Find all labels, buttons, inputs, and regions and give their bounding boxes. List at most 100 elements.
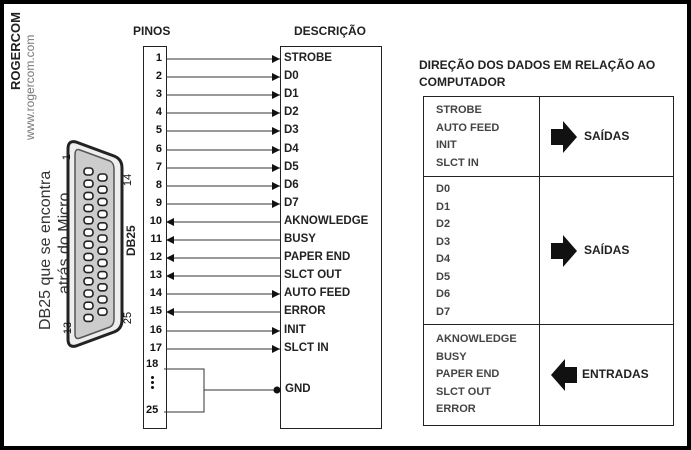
arrow-right-icon — [166, 181, 280, 190]
direction-signal: BUSY — [436, 350, 467, 363]
direction-signal: D4 — [436, 253, 451, 265]
arrow-right-icon — [166, 73, 280, 82]
pin-signal-name: D5 — [284, 160, 299, 173]
pin-number: 4 — [155, 106, 162, 119]
pin-signal-name: INIT — [284, 323, 306, 336]
direction-signal: PAPER END — [436, 368, 500, 381]
pin-row: 1 STROBE — [4, 51, 687, 67]
connector-pin-row1 — [83, 167, 94, 176]
pin-number: 6 — [155, 142, 162, 155]
connector-pin-row1 — [83, 313, 94, 323]
direction-row: STROBE AUTO FEED INIT SLCT IN SAÍDAS — [424, 97, 673, 177]
pin-number-column — [143, 46, 167, 429]
connector-pin-row1 — [83, 264, 94, 274]
pin-signal-name: D0 — [284, 70, 299, 83]
description-header: DESCRIÇÃO — [294, 24, 367, 38]
pin-number: 10 — [149, 214, 162, 227]
direction-title-line2: COMPUTADOR — [419, 75, 506, 89]
pin-row: 14 AUTO FEED — [4, 286, 687, 302]
pin-number: 13 — [149, 269, 162, 282]
arrow-right-icon — [166, 145, 280, 154]
arrow-right-icon — [551, 121, 577, 153]
pin-number: 11 — [150, 233, 162, 245]
pin-row: 11 BUSY — [4, 232, 687, 248]
connector-pin-row1 — [83, 179, 94, 189]
pin-signal-name: D4 — [284, 142, 299, 155]
direction-signal: AUTO FEED — [436, 121, 500, 134]
connector-pin-row2 — [97, 197, 108, 207]
pin-row: 7 D5 — [4, 160, 687, 176]
pin-row: 10 AKNOWLEDGE — [4, 214, 687, 230]
arrow-right-icon — [166, 163, 280, 172]
arrow-right-icon — [166, 344, 280, 353]
pin-number: 16 — [149, 323, 162, 336]
connector-pin-row2 — [97, 246, 108, 255]
pin-signal-name: D2 — [284, 106, 299, 119]
direction-signal: SLCT OUT — [436, 385, 491, 398]
connector-pin-row1 — [83, 216, 94, 225]
arrow-right-icon — [166, 290, 280, 299]
arrow-left-icon — [166, 308, 280, 317]
pin-number: 9 — [155, 196, 162, 209]
direction-signal: D3 — [436, 235, 451, 248]
direction-signal: D5 — [436, 270, 451, 283]
direction-label: SAÍDAS — [584, 129, 630, 143]
pin-signal-name: AKNOWLEDGE — [284, 214, 369, 227]
pin-row: 16 INIT — [4, 323, 687, 339]
direction-signal-list: STROBE AUTO FEED INIT SLCT IN — [436, 102, 499, 172]
direction-row: AKNOWLEDGE BUSY PAPER END SLCT OUT ERROR ENTR… — [424, 325, 673, 424]
connector-pin-row2 — [97, 258, 108, 268]
pin-number: 15 — [149, 305, 162, 318]
pin-row: 17 SLCT IN — [4, 341, 687, 357]
pin-row: 3 D1 — [4, 87, 687, 103]
pin-signal-name: D1 — [284, 88, 299, 101]
arrow-right-icon — [166, 127, 280, 136]
arrow-right-icon — [166, 199, 280, 208]
arrow-left-icon — [166, 236, 280, 244]
connector-pin-row1 — [83, 203, 94, 213]
pin-signal-name: SLCT IN — [284, 341, 329, 354]
connector-pin-row1 — [83, 289, 94, 298]
pin-signal-name: D7 — [284, 196, 299, 209]
pin-signal-name: SLCT OUT — [284, 269, 342, 282]
connector-pin-row2 — [97, 270, 108, 280]
direction-signal: SLCT IN — [436, 156, 479, 169]
pin-number: 1 — [155, 52, 162, 64]
direction-signal: D6 — [436, 288, 451, 300]
direction-signal: D0 — [436, 183, 451, 195]
connector-pin-row1 — [83, 191, 94, 201]
direction-signal: D1 — [436, 200, 451, 213]
pin-signal-name: ERROR — [284, 305, 326, 318]
pin-row: 2 D0 — [4, 69, 687, 85]
direction-signal: ERROR — [436, 403, 476, 416]
arrow-left-icon — [166, 217, 280, 226]
arrow-right-icon — [551, 235, 577, 267]
pin-number: 8 — [155, 178, 162, 191]
connector-pin-row1 — [83, 228, 94, 237]
gnd-pin-from: 18 — [146, 358, 159, 370]
pin-signal-name: STROBE — [284, 52, 332, 64]
pin-signal-name: D3 — [284, 124, 299, 137]
pin-signal-name: PAPER END — [284, 251, 351, 264]
direction-row: D0 D1 D2 D3 D4 D5 D6 D7 SAÍDAS — [424, 177, 673, 325]
pin-signal-name: AUTO FEED — [284, 287, 351, 300]
connector-pin-row1 — [83, 252, 94, 262]
direction-signal-list: AKNOWLEDGE BUSY PAPER END SLCT OUT ERROR — [436, 331, 517, 419]
pin-number: 14 — [149, 287, 162, 300]
direction-signal-list: D0 D1 D2 D3 D4 D5 D6 D7 — [436, 181, 450, 321]
pin-number: 12 — [149, 251, 162, 264]
direction-signal: AKNOWLEDGE — [436, 333, 517, 346]
connector-pin-row1 — [83, 301, 94, 310]
pin-row: 13 SLCT OUT — [4, 268, 687, 284]
arrow-left-icon — [551, 359, 577, 391]
arrow-left-icon — [166, 272, 280, 281]
pin-number: 17 — [149, 341, 162, 354]
gnd-pin-to: 25 — [146, 404, 159, 416]
pin-row: 15 ERROR — [4, 304, 687, 320]
signal-description-column — [280, 46, 382, 429]
direction-signal: D2 — [436, 218, 451, 230]
pin-row: 8 D6 — [4, 178, 687, 194]
arrow-right-icon — [166, 91, 280, 100]
pin-number: 2 — [155, 70, 162, 83]
direction-label: SAÍDAS — [584, 243, 630, 257]
